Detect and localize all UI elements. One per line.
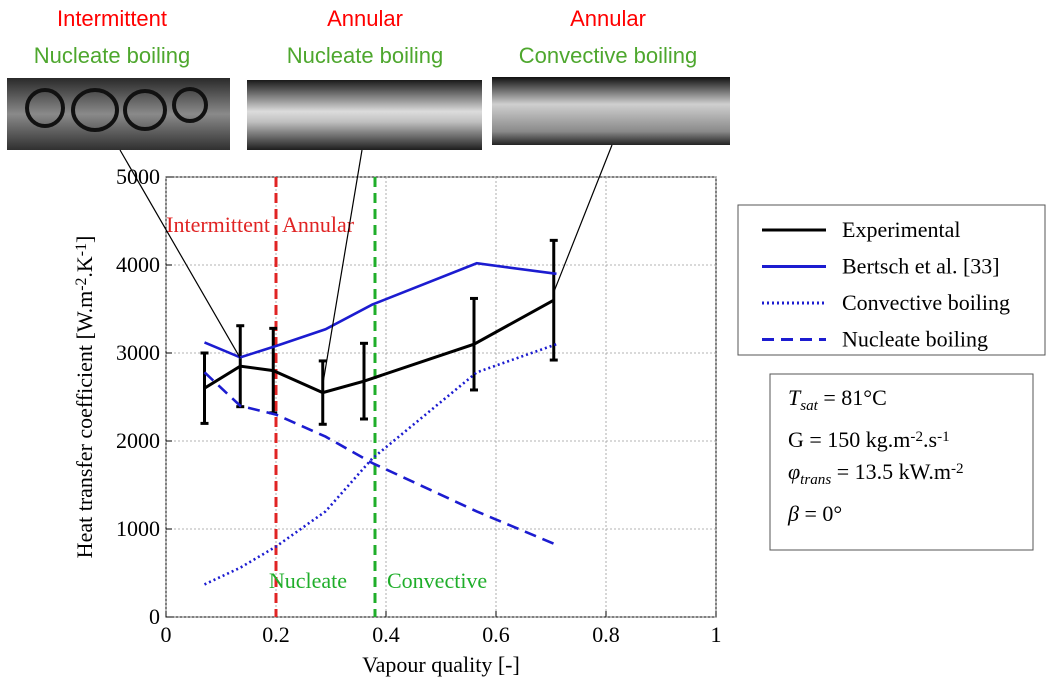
photo-title: Annular bbox=[570, 6, 646, 31]
photos bbox=[7, 77, 730, 150]
y-tick-label: 5000 bbox=[116, 164, 160, 189]
x-tick-label: 0 bbox=[161, 622, 172, 647]
label-part: = 81°C bbox=[818, 385, 887, 410]
photo bbox=[492, 77, 730, 145]
label-part: trans bbox=[800, 472, 831, 488]
error-bar bbox=[360, 341, 368, 421]
label: G = 150 kg.m-2.s-1 bbox=[788, 427, 950, 452]
legend-label: Nucleate boiling bbox=[842, 327, 988, 352]
photo-bubbles bbox=[25, 87, 208, 132]
photo-subtitle: Nucleate boiling bbox=[34, 43, 191, 68]
legend-label: Experimental bbox=[842, 217, 961, 242]
label-part: sat bbox=[800, 398, 818, 414]
y-tick-label: 0 bbox=[149, 604, 160, 629]
photo-subtitle: Convective boiling bbox=[519, 43, 698, 68]
x-tick-label: 0.4 bbox=[372, 622, 400, 647]
label-part: Vapour quality [-] bbox=[362, 652, 520, 677]
label-part: Heat transfer coefficient [W.m bbox=[72, 291, 97, 559]
label: β = 0° bbox=[787, 501, 842, 526]
legend-label: Convective boiling bbox=[842, 290, 1010, 315]
label-part: -2 bbox=[951, 461, 964, 477]
label-part: .s bbox=[923, 427, 937, 452]
x-tick-label: 0.2 bbox=[262, 622, 290, 647]
y-tick-label: 2000 bbox=[116, 428, 160, 453]
annotation: Annular bbox=[282, 212, 355, 237]
label: φtrans = 13.5 kW.m-2 bbox=[788, 459, 964, 488]
info-box bbox=[769, 373, 1034, 551]
label-part: = 0° bbox=[799, 501, 842, 526]
x-tick-label: 0.8 bbox=[592, 622, 620, 647]
label-part: ] bbox=[72, 236, 97, 243]
y-tick-label: 4000 bbox=[116, 252, 160, 277]
series-line bbox=[203, 342, 557, 586]
error-bar bbox=[318, 359, 327, 426]
leader-line bbox=[322, 149, 363, 385]
series-line bbox=[203, 261, 557, 359]
leader-line bbox=[553, 144, 613, 293]
error-bar bbox=[549, 238, 558, 362]
label-part: φ bbox=[788, 459, 800, 484]
label-part: = 13.5 kW.m bbox=[831, 459, 951, 484]
label: Vapour quality [-] bbox=[362, 652, 520, 677]
annotation: Convective bbox=[387, 568, 487, 593]
label-part: T bbox=[788, 385, 802, 410]
x-tick-label: 0.6 bbox=[482, 622, 510, 647]
label-part: G = 150 kg.m bbox=[788, 427, 910, 452]
label-part: .K bbox=[72, 256, 97, 278]
label: Tsat = 81°C bbox=[788, 385, 887, 414]
label-part: -2 bbox=[73, 278, 90, 291]
legend-label: Bertsch et al. [33] bbox=[842, 254, 1000, 279]
photo bbox=[247, 80, 482, 150]
annotation: Nucleate bbox=[269, 568, 347, 593]
error-bar bbox=[470, 296, 478, 392]
photo-subtitle: Nucleate boiling bbox=[287, 43, 444, 68]
series-line bbox=[203, 298, 555, 395]
y-tick-label: 3000 bbox=[116, 340, 160, 365]
label-part: -1 bbox=[937, 429, 950, 445]
plot-frame bbox=[165, 176, 717, 618]
error-bar bbox=[200, 351, 209, 425]
label: Heat transfer coefficient [W.m-2.K-1] bbox=[72, 236, 97, 559]
y-tick-label: 1000 bbox=[116, 516, 160, 541]
series-line bbox=[203, 371, 558, 547]
annotation: Intermittent bbox=[166, 212, 270, 237]
label-part: -1 bbox=[73, 243, 90, 256]
photo-title: Annular bbox=[327, 6, 403, 31]
leader-line bbox=[119, 149, 241, 359]
label-part: -2 bbox=[910, 429, 923, 445]
x-tick-label: 1 bbox=[711, 622, 722, 647]
photo-title: Intermittent bbox=[57, 6, 167, 31]
label-part: β bbox=[787, 501, 799, 526]
